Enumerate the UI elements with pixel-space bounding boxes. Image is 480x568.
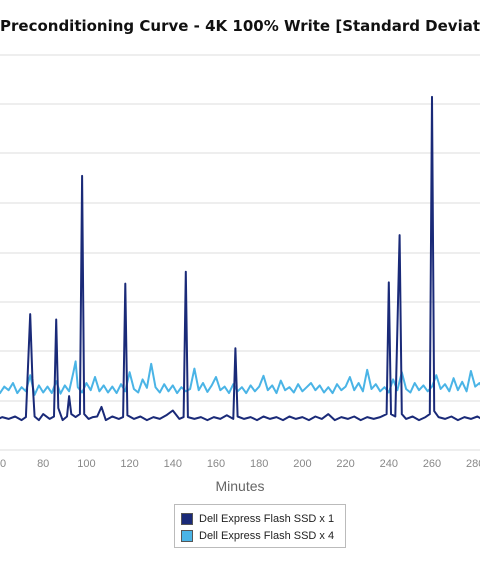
legend: Dell Express Flash SSD x 1 Dell Express … bbox=[174, 504, 346, 548]
x-tick-label: 120 bbox=[120, 458, 138, 470]
x-tick-label: 140 bbox=[164, 458, 182, 470]
series-line-1 bbox=[0, 95, 480, 422]
legend-label-series-2: Dell Express Flash SSD x 4 bbox=[199, 530, 335, 542]
chart-title: Preconditioning Curve - 4K 100% Write [S… bbox=[0, 17, 480, 35]
x-tick-label: 280 bbox=[466, 458, 480, 470]
series-lines bbox=[0, 95, 480, 422]
x-tick-label: 200 bbox=[293, 458, 311, 470]
legend-swatch-series-2 bbox=[181, 530, 193, 542]
x-tick-label: 80 bbox=[37, 458, 49, 470]
x-axis-title: Minutes bbox=[215, 478, 265, 494]
x-tick-label: 220 bbox=[336, 458, 354, 470]
legend-label-series-1: Dell Express Flash SSD x 1 bbox=[199, 513, 335, 525]
x-tick-label: 180 bbox=[250, 458, 268, 470]
x-tick-label: 160 bbox=[207, 458, 225, 470]
x-tick-labels: 60 80 100 120 140 160 180 200 220 240 260 280 bbox=[0, 458, 480, 470]
grid-lines bbox=[0, 54, 480, 451]
x-tick-label: 100 bbox=[77, 458, 95, 470]
legend-item-series-2[interactable]: Dell Express Flash SSD x 4 bbox=[181, 528, 334, 544]
plot-area: 60 80 100 120 140 160 180 200 220 240 260 280 bbox=[0, 54, 480, 470]
x-tick-label: 240 bbox=[380, 458, 398, 470]
legend-item-series-1[interactable]: Dell Express Flash SSD x 1 bbox=[181, 511, 334, 527]
x-tick-label: 60 bbox=[0, 458, 6, 470]
legend-swatch-series-1 bbox=[181, 513, 193, 525]
series-line-2 bbox=[0, 360, 480, 396]
x-tick-label: 260 bbox=[423, 458, 441, 470]
